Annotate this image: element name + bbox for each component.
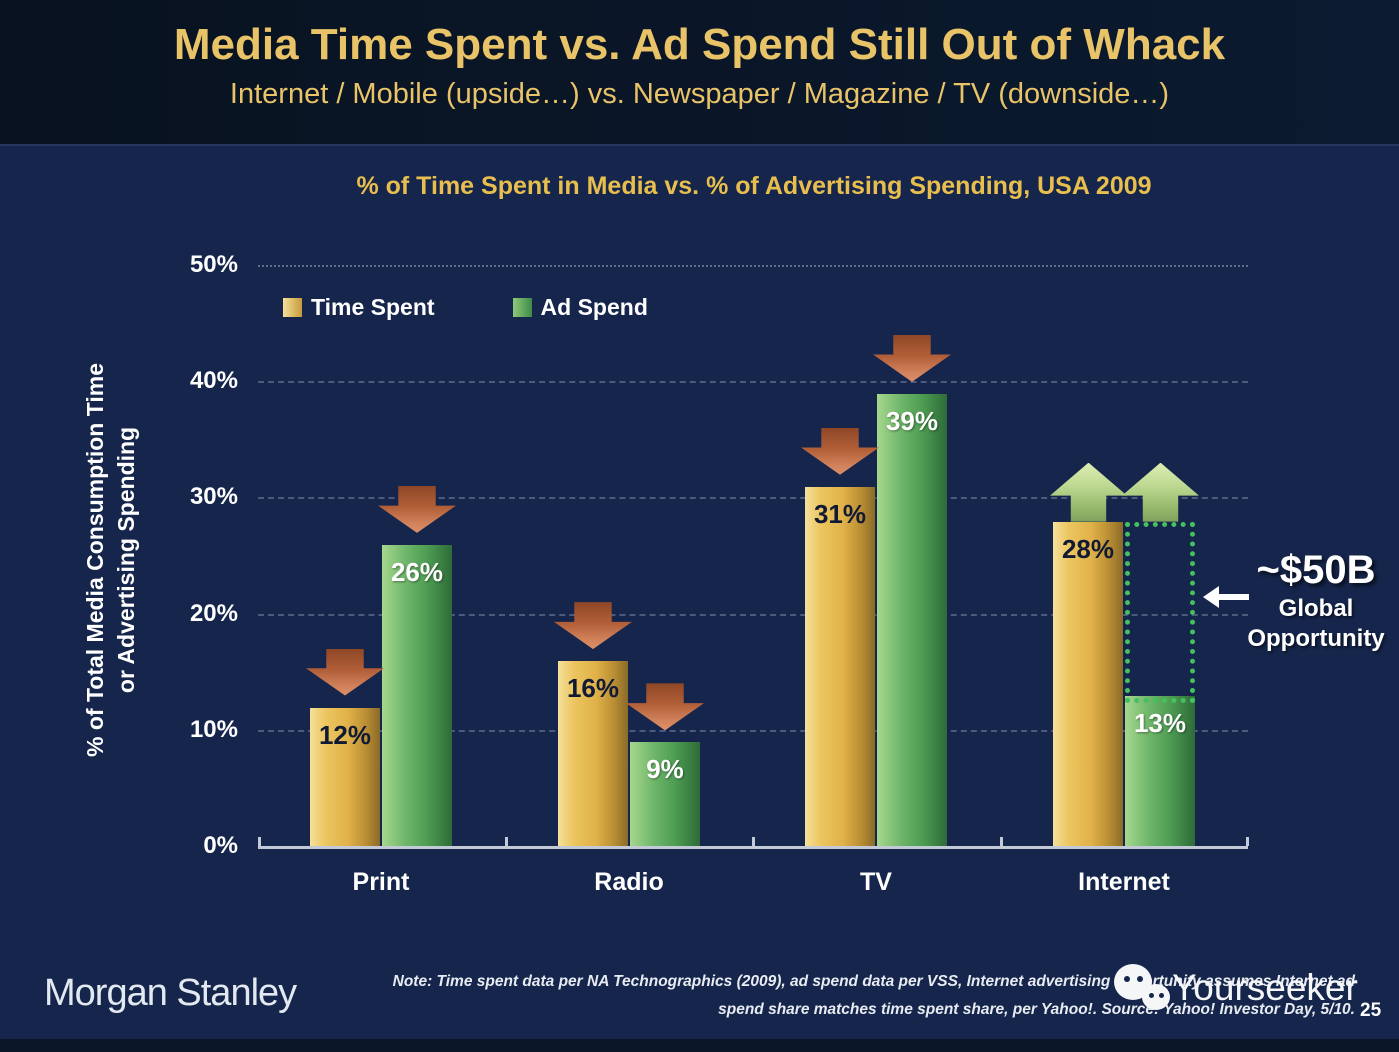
chat-bubbles-icon — [1112, 962, 1176, 1014]
category-label-internet: Internet — [1078, 868, 1170, 896]
x-axis-tick — [505, 837, 508, 846]
down-arrow-icon — [378, 485, 456, 533]
bar-tv-time-spent: 31% — [805, 486, 875, 847]
x-axis-tick — [752, 837, 755, 846]
eye-dot — [1137, 976, 1143, 982]
bar-radio-time-spent: 16% — [558, 661, 628, 847]
y-axis-label-line2: or Advertising Spending — [113, 426, 139, 694]
down-arrow-icon — [873, 334, 951, 382]
x-axis-line — [258, 846, 1248, 849]
down-arrow-icon — [306, 648, 384, 696]
bar-value-label: 28% — [1061, 533, 1115, 564]
arrow-shaft — [1217, 594, 1249, 600]
annotation-left-arrow-icon — [1203, 586, 1249, 608]
y-tick-label-30: 30% — [189, 483, 238, 511]
chat-bubble-small — [1142, 984, 1170, 1010]
bar-print-ad-spend: 26% — [382, 544, 452, 847]
legend-swatch-icon — [512, 298, 532, 317]
y-tick-label-20: 20% — [189, 599, 238, 627]
opportunity-annotation: ~$50B Global Opportunity — [1238, 548, 1394, 653]
x-axis-tick — [258, 837, 261, 846]
x-axis-tick — [1246, 837, 1249, 846]
title-band: Media Time Spent vs. Ad Spend Still Out … — [0, 0, 1399, 146]
opportunity-dotted-box — [1125, 521, 1195, 703]
bar-value-label: 13% — [1133, 707, 1187, 738]
eye-dot — [1159, 993, 1164, 998]
slide-subtitle: Internet / Mobile (upside…) vs. Newspape… — [229, 78, 1170, 110]
bar-internet-time-spent: 28% — [1053, 521, 1123, 847]
legend-label: Ad Spend — [540, 294, 648, 320]
source-note-line2: spend share matches time spent share, pe… — [718, 1001, 1355, 1018]
gridline-50 — [258, 265, 1248, 267]
y-tick-label-40: 40% — [189, 367, 238, 395]
arrow-head — [1203, 586, 1219, 608]
gridline-10 — [258, 729, 1248, 732]
legend-label: Time Spent — [311, 294, 435, 320]
morgan-stanley-logo: Morgan Stanley — [44, 972, 297, 1014]
opportunity-value: ~$50B — [1256, 548, 1376, 592]
up-arrow-icon — [1122, 462, 1199, 522]
watermark: Yourseeker — [1112, 962, 1358, 1014]
slide-title: Media Time Spent vs. Ad Spend Still Out … — [173, 20, 1226, 69]
down-arrow-icon — [801, 427, 879, 475]
bar-value-label: 16% — [566, 673, 620, 704]
y-tick-label-50: 50% — [189, 251, 238, 278]
page-number: 25 — [1360, 1000, 1382, 1021]
chart-title: % of Time Spent in Media vs. % of Advert… — [356, 172, 1152, 200]
bar-value-label: 12% — [318, 719, 372, 750]
y-tick-label-10: 10% — [189, 715, 238, 743]
down-arrow-icon — [626, 683, 704, 731]
y-axis-label: % of Total Media Consumption Time or Adv… — [80, 249, 146, 871]
bar-radio-ad-spend: 9% — [630, 742, 700, 847]
legend-item-ad-spend: Ad Spend — [512, 294, 648, 321]
y-tick-label-0: 0% — [203, 832, 238, 859]
gridline-20 — [258, 613, 1248, 616]
category-label-tv: TV — [860, 868, 892, 896]
watermark-text: Yourseeker — [1172, 967, 1358, 1008]
bottom-strip — [0, 1039, 1399, 1052]
up-arrow-icon — [1050, 462, 1127, 522]
bar-value-label: 39% — [885, 405, 939, 436]
opportunity-line2: Opportunity — [1247, 625, 1385, 652]
legend-item-time-spent: Time Spent — [283, 294, 435, 321]
bar-print-time-spent: 12% — [310, 707, 380, 847]
bar-value-label: 31% — [813, 498, 867, 529]
bar-internet-ad-spend: 13% — [1125, 695, 1195, 847]
eye-dot — [1149, 993, 1154, 998]
bar-value-label: 9% — [646, 754, 684, 785]
bar-value-label: 26% — [390, 556, 444, 587]
eye-dot — [1124, 976, 1130, 982]
gridline-40 — [258, 381, 1248, 384]
category-label-radio: Radio — [594, 868, 664, 896]
opportunity-line1: Global — [1278, 595, 1354, 622]
category-label-print: Print — [352, 868, 410, 896]
y-axis-label-line1: % of Total Media Consumption Time — [82, 363, 108, 757]
down-arrow-icon — [554, 602, 632, 650]
gridline-30 — [258, 497, 1248, 500]
chart-legend: Time Spent Ad Spend — [283, 294, 648, 321]
bar-tv-ad-spend: 39% — [877, 393, 947, 847]
x-axis-tick — [1000, 837, 1003, 846]
legend-swatch-icon — [283, 298, 302, 317]
